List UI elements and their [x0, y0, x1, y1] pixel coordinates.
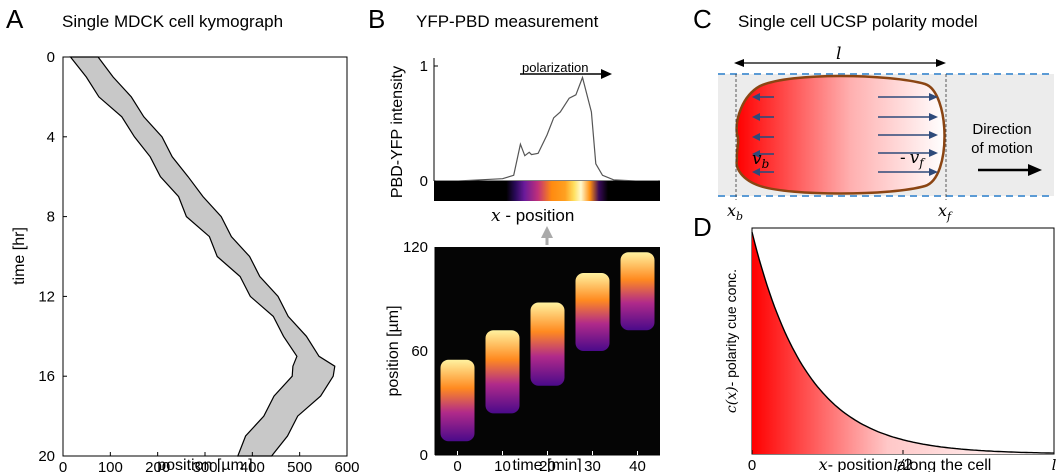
cue-concentration-area — [752, 232, 1054, 454]
dashed-link-arrowhead — [541, 226, 553, 238]
heatmap-x-label: time [min] — [512, 457, 581, 472]
vf-label: - vf — [900, 148, 926, 170]
cue-y-label: c(x)- polarity cue conc. — [723, 269, 740, 413]
intensity-y-label: PBD-YFP intensity — [389, 66, 406, 198]
x-position-label: x - position — [491, 206, 574, 226]
heatmap-y-tick-label: 120 — [403, 239, 428, 256]
front-velocity-arrowhead — [929, 131, 938, 139]
vb-label: vb — [752, 149, 769, 171]
kymograph-x-label: position [µm ] — [157, 457, 252, 472]
panel-letter-d: D — [693, 212, 712, 242]
kymograph-y-tick-label: 12 — [38, 288, 55, 305]
kymograph-cell-area — [69, 56, 336, 457]
panel-b-title: YFP-PBD measurement — [416, 12, 599, 31]
intensity-tick-1: 1 — [420, 58, 428, 75]
back-velocity-arrowhead — [752, 168, 760, 176]
kymograph-y-tick-label: 20 — [38, 448, 55, 465]
heatmap-y-label: position [µm] — [385, 305, 402, 396]
polarization-arrowhead — [601, 69, 612, 79]
kymograph-x-tick-label: 400 — [240, 459, 265, 472]
back-velocity-arrowhead — [752, 150, 760, 158]
kymograph-x-tick-label: 500 — [287, 459, 312, 472]
cue-x-label: x- position along the cell — [819, 455, 992, 472]
panel-letter-a: A — [6, 4, 24, 34]
panel-a-title: Single MDCK cell kymograph — [62, 12, 284, 31]
kymograph-x-ticks: 0 100 200 300 400 500 600 — [59, 452, 360, 472]
kymograph-y-tick-label: 8 — [47, 209, 55, 226]
direction-label-line1: Direction — [972, 121, 1031, 138]
heatmap-x-ticks: 0 10 20 30 40 — [453, 451, 646, 472]
front-velocity-arrowhead — [929, 149, 938, 157]
heatmap-y-ticks: 0 60 120 — [403, 239, 428, 464]
back-velocity-arrowhead — [752, 133, 760, 141]
front-velocity-arrows — [878, 93, 938, 176]
heatmap-x-tick-label: 40 — [629, 458, 646, 472]
heatmap-cells — [440, 252, 655, 442]
kymograph-y-tick-label: 4 — [47, 129, 55, 146]
heatmap-x-tick-label: 0 — [453, 458, 461, 472]
heatmap-cell — [485, 330, 520, 414]
kymograph-x-tick-label: 200 — [145, 459, 170, 472]
kymograph-x-tick-label: 0 — [59, 459, 67, 472]
front-velocity-arrowhead — [929, 168, 938, 176]
panel-letter-c: C — [693, 4, 712, 34]
cue-x-ticks: 0 l/2 l — [748, 450, 1057, 472]
heatmap-cell — [530, 302, 565, 386]
polarization-label: polarization — [522, 60, 589, 75]
kymograph-y-ticks: 0 4 8 12 16 20 — [38, 49, 67, 465]
cue-concentration-curve — [751, 231, 1054, 454]
xf-label: xf — [938, 201, 953, 223]
cell-length-label: l — [836, 44, 841, 64]
direction-label-line2: of motion — [971, 140, 1033, 157]
heatmap-cell — [620, 252, 655, 331]
front-velocity-arrowhead — [929, 93, 938, 101]
cue-x-tick-label: l — [1052, 456, 1057, 472]
kymograph-x-tick-label: 300 — [192, 459, 217, 472]
cue-x-tick-label: l/2 — [893, 456, 912, 472]
panel-c-title: Single cell UCSP polarity model — [738, 12, 978, 31]
cue-x-tick-label: 0 — [748, 457, 756, 472]
cell-body — [735, 74, 946, 195]
kymograph-x-tick-label: 600 — [334, 459, 359, 472]
front-velocity-arrowhead — [929, 113, 938, 121]
intensity-profile-line — [436, 75, 658, 182]
heatmap-y-tick-label: 0 — [420, 447, 428, 464]
direction-arrowhead — [1028, 164, 1042, 176]
back-velocity-arrowhead — [752, 93, 760, 101]
kymograph-x-tick-label: 100 — [98, 459, 123, 472]
heatmap-cell — [575, 273, 610, 351]
intensity-tick-0: 0 — [420, 173, 428, 190]
heatmap-cell — [440, 359, 475, 442]
xb-label: xb — [727, 201, 743, 223]
back-velocity-arrowhead — [752, 113, 760, 121]
heatmap-x-tick-label: 10 — [494, 458, 511, 472]
kymograph-color-bar — [434, 181, 660, 201]
back-velocity-arrows — [752, 93, 774, 176]
kymograph-y-tick-label: 16 — [38, 368, 55, 385]
panel-letter-b: B — [368, 4, 386, 34]
heatmap-x-tick-label: 20 — [539, 458, 556, 472]
kymograph-y-label: time [hr] — [11, 227, 28, 285]
heatmap-y-tick-label: 60 — [411, 343, 428, 360]
heatmap-x-tick-label: 30 — [584, 458, 601, 472]
kymograph-y-tick-label: 0 — [47, 49, 55, 66]
